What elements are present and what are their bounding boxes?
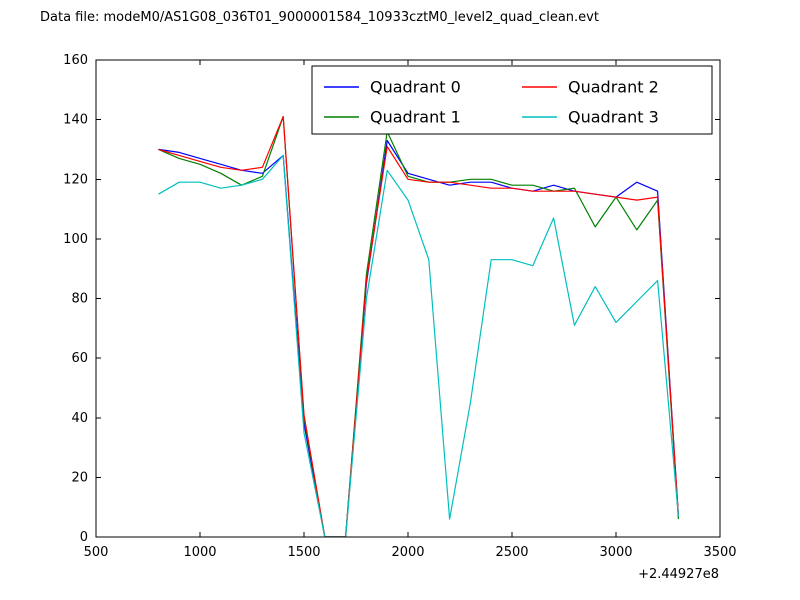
legend-item-quadrant-1: Quadrant 1 <box>324 108 461 127</box>
x-tick-label: 2500 <box>495 545 528 560</box>
legend-item-quadrant-0: Quadrant 0 <box>324 78 461 97</box>
legend-box <box>311 65 713 135</box>
series-line-quadrant-0 <box>158 139 679 537</box>
x-tick-label: 2000 <box>391 545 424 560</box>
y-tick-label: 120 <box>63 172 88 187</box>
series-line-quadrant-3 <box>158 154 679 537</box>
y-tick-label: 40 <box>71 411 88 426</box>
x-axis-offset-label: +2.44927e8 <box>638 567 719 582</box>
y-tick-label: 160 <box>63 53 88 68</box>
series-line-quadrant-1 <box>158 115 679 537</box>
legend-item-quadrant-2: Quadrant 2 <box>522 78 659 97</box>
x-tick-label: 3000 <box>599 545 632 560</box>
legend-label: Quadrant 1 <box>370 108 461 127</box>
figure-title: Data file: modeM0/AS1G08_036T01_90000015… <box>40 10 599 25</box>
x-tick-label: 3500 <box>703 545 736 560</box>
y-tick-label: 80 <box>71 292 88 307</box>
legend-item-quadrant-3: Quadrant 3 <box>522 108 659 127</box>
legend-label: Quadrant 0 <box>370 78 461 97</box>
y-tick-label: 100 <box>63 232 88 247</box>
legend-label: Quadrant 3 <box>568 108 659 127</box>
y-tick-label: 20 <box>71 470 88 485</box>
x-tick-label: 1000 <box>183 545 216 560</box>
y-tick-label: 140 <box>63 113 88 128</box>
series-group <box>158 115 679 537</box>
y-tick-label: 0 <box>80 530 88 545</box>
series-line-quadrant-2 <box>158 115 679 537</box>
legend: Quadrant 0 Quadrant 1 Quadrant 2 Quadrant 3 <box>311 65 713 135</box>
x-tick-label: 500 <box>84 545 109 560</box>
x-tick-label: 1500 <box>287 545 320 560</box>
legend-label: Quadrant 2 <box>568 78 659 97</box>
y-tick-label: 60 <box>71 351 88 366</box>
